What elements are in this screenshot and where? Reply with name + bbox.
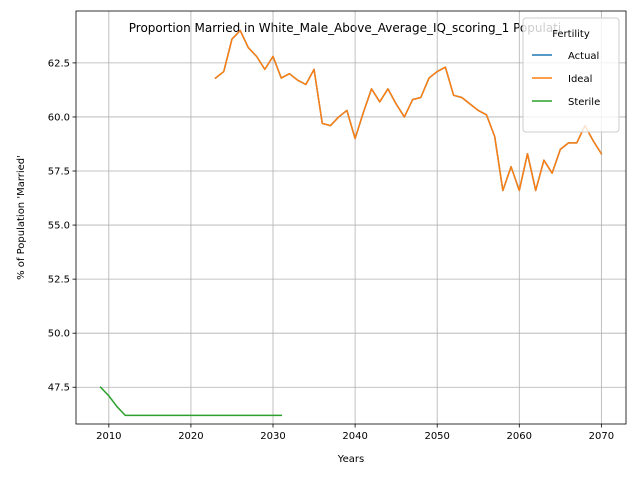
x-tick-label: 2060 (507, 431, 532, 442)
y-tick-label: 60.0 (48, 112, 70, 123)
legend-label-sterile: Sterile (568, 97, 600, 108)
y-axis-label: % of Population 'Married' (16, 155, 27, 280)
legend-box (522, 17, 620, 133)
legend-label-ideal: Ideal (568, 74, 592, 85)
grid-lines (76, 11, 626, 424)
chart-title: Proportion Married in White_Male_Above_A… (129, 21, 561, 35)
series-line-sterile (99, 386, 282, 417)
x-tick-label: 2070 (589, 431, 614, 442)
y-tick-label: 57.5 (48, 167, 70, 178)
legend: Fertility Actual Ideal Sterile (522, 17, 620, 133)
y-tick-label: 47.5 (48, 383, 70, 394)
series-lines (99, 29, 603, 417)
y-tick-label: 50.0 (48, 329, 70, 340)
plot-frame (75, 10, 627, 425)
legend-label-actual: Actual (568, 51, 599, 62)
x-tick-label: 2050 (424, 431, 449, 442)
y-tick-label: 62.5 (48, 58, 70, 69)
x-tick-label: 2020 (178, 431, 203, 442)
y-tick-label: 52.5 (48, 275, 70, 286)
x-tick-label: 2010 (96, 431, 121, 442)
axis-ticks: 2010 2020 2030 2040 2050 2060 2070 47.5 50.0 52.5… (48, 58, 614, 442)
series-line-ideal (214, 29, 603, 192)
legend-title: Fertility (552, 29, 590, 40)
x-axis-label: Years (337, 454, 364, 465)
y-tick-label: 55.0 (48, 221, 70, 232)
x-tick-label: 2040 (342, 431, 367, 442)
x-tick-label: 2030 (260, 431, 285, 442)
